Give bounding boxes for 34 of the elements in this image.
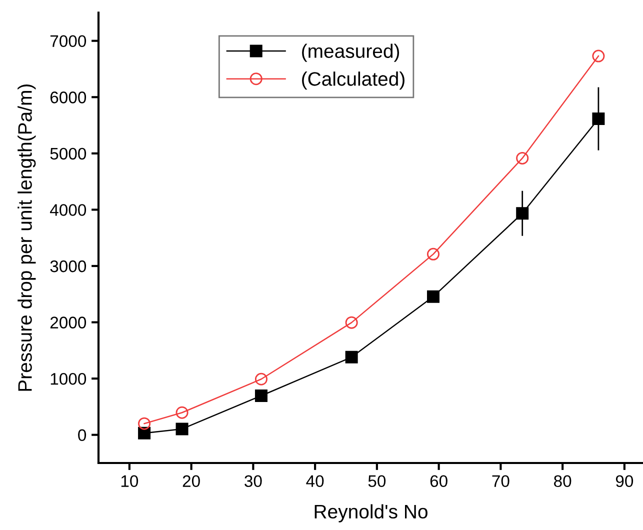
- x-axis-title: Reynold's No: [314, 504, 428, 522]
- legend-label: (Calculated): [302, 72, 404, 90]
- point: [254, 372, 268, 386]
- x-tick-label: 30: [244, 475, 262, 488]
- y-tick-label: 3000: [50, 260, 86, 272]
- y-tick-label: 4000: [50, 204, 86, 216]
- point: [426, 290, 440, 303]
- point: [138, 417, 151, 430]
- point: [176, 406, 188, 419]
- y-tick-label: 2000: [50, 316, 86, 328]
- x-tick-label: 40: [306, 475, 324, 488]
- point: [254, 389, 268, 402]
- y-tick-label: 5000: [50, 148, 86, 160]
- point: [592, 50, 605, 62]
- point: [138, 426, 151, 440]
- x-tick-label: 90: [616, 475, 634, 488]
- x-tick-label: 20: [182, 475, 200, 488]
- x-tick-label: 50: [368, 475, 386, 488]
- x-tick-label: 10: [121, 475, 138, 488]
- y-tick-label: 1000: [50, 372, 86, 385]
- point: [592, 112, 605, 126]
- point: [516, 152, 529, 164]
- y-tick-label: 7000: [50, 35, 86, 48]
- point: [426, 248, 440, 260]
- point: [345, 316, 358, 329]
- y-axis-title: Pressure drop per unit length(Pa/m): [18, 84, 36, 391]
- point: [345, 350, 358, 364]
- y-tick-label: 0: [78, 429, 86, 442]
- x-tick-label: 80: [554, 475, 572, 488]
- y-tick-label: 6000: [50, 92, 86, 104]
- x-tick-label: 70: [492, 475, 510, 488]
- legend-label: (measured): [302, 44, 400, 62]
- point: [176, 422, 188, 436]
- x-tick-label: 60: [430, 475, 448, 488]
